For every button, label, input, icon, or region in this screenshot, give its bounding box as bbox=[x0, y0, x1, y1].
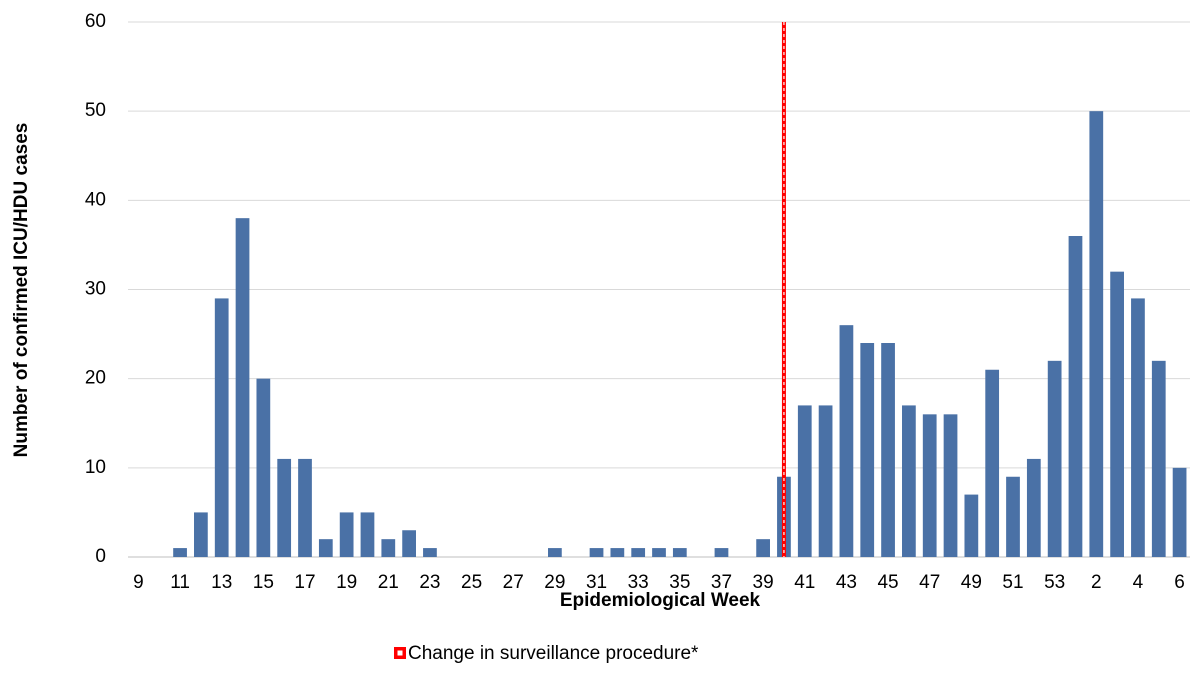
bar bbox=[214, 298, 229, 557]
bar bbox=[1110, 271, 1124, 557]
x-tick-label: 47 bbox=[919, 572, 940, 593]
x-tick-label: 51 bbox=[1002, 572, 1023, 593]
bar bbox=[173, 548, 187, 557]
bar bbox=[339, 512, 354, 557]
bar bbox=[714, 548, 729, 557]
x-tick-label: 15 bbox=[253, 572, 274, 593]
bar bbox=[318, 539, 333, 557]
y-tick-label: 60 bbox=[85, 11, 106, 32]
x-tick-label: 45 bbox=[877, 572, 898, 593]
bar bbox=[756, 539, 770, 557]
bar bbox=[902, 405, 916, 557]
bar bbox=[943, 414, 958, 557]
x-axis-title: Epidemiological Week bbox=[560, 590, 761, 611]
bar bbox=[1131, 298, 1145, 557]
x-tick-label: 29 bbox=[544, 572, 565, 593]
bar bbox=[1006, 476, 1020, 557]
bar bbox=[194, 512, 208, 557]
bar bbox=[1172, 467, 1187, 557]
y-tick-label: 10 bbox=[85, 457, 106, 478]
bar bbox=[235, 218, 250, 557]
bar bbox=[298, 458, 312, 557]
x-tick-label: 2 bbox=[1091, 572, 1102, 593]
bar bbox=[839, 325, 854, 557]
bar bbox=[860, 343, 875, 557]
x-tick-label: 31 bbox=[586, 572, 607, 593]
x-tick-label: 4 bbox=[1133, 572, 1144, 593]
bar bbox=[610, 548, 625, 557]
x-tick-label: 17 bbox=[294, 572, 315, 593]
bar bbox=[1026, 458, 1041, 557]
bar bbox=[818, 405, 833, 557]
bar bbox=[652, 548, 666, 557]
bar bbox=[922, 414, 937, 557]
bar bbox=[1151, 360, 1166, 557]
bar bbox=[381, 539, 396, 557]
y-axis-title: Number of confirmed ICU/HDU cases bbox=[11, 123, 32, 458]
bar bbox=[964, 494, 979, 557]
bar bbox=[672, 548, 687, 557]
x-tick-label: 21 bbox=[378, 572, 399, 593]
x-tick-label: 33 bbox=[628, 572, 649, 593]
bar bbox=[256, 378, 271, 557]
y-tick-label: 20 bbox=[85, 368, 106, 389]
bar bbox=[423, 548, 437, 557]
y-tick-label: 30 bbox=[85, 279, 106, 300]
legend-swatch-inner bbox=[397, 650, 403, 656]
bar bbox=[1047, 360, 1062, 557]
x-tick-label: 6 bbox=[1174, 572, 1185, 593]
bar bbox=[360, 512, 375, 557]
x-tick-label: 9 bbox=[133, 572, 144, 593]
bar bbox=[797, 405, 812, 557]
x-tick-label: 49 bbox=[961, 572, 982, 593]
bar bbox=[402, 530, 416, 557]
x-tick-label: 35 bbox=[669, 572, 690, 593]
y-tick-label: 0 bbox=[95, 546, 106, 567]
bar bbox=[1068, 236, 1083, 557]
x-tick-label: 39 bbox=[753, 572, 774, 593]
x-tick-label: 19 bbox=[336, 572, 357, 593]
x-tick-label: 27 bbox=[503, 572, 524, 593]
y-tick-label: 40 bbox=[85, 189, 106, 210]
x-tick-label: 11 bbox=[170, 572, 190, 593]
legend-label: Change in surveillance procedure* bbox=[408, 643, 699, 664]
x-tick-label: 43 bbox=[836, 572, 857, 593]
bar bbox=[277, 458, 292, 557]
bar bbox=[985, 369, 1000, 557]
x-tick-label: 41 bbox=[794, 572, 815, 593]
x-tick-label: 13 bbox=[211, 572, 232, 593]
bar bbox=[548, 548, 562, 557]
x-tick-label: 23 bbox=[419, 572, 440, 593]
bar bbox=[1089, 111, 1104, 558]
x-tick-label: 53 bbox=[1044, 572, 1065, 593]
bar bbox=[881, 343, 895, 557]
bar bbox=[631, 548, 646, 557]
x-tick-label: 25 bbox=[461, 572, 482, 593]
bar bbox=[589, 548, 604, 557]
x-tick-label: 37 bbox=[711, 572, 732, 593]
y-tick-label: 50 bbox=[85, 100, 106, 121]
